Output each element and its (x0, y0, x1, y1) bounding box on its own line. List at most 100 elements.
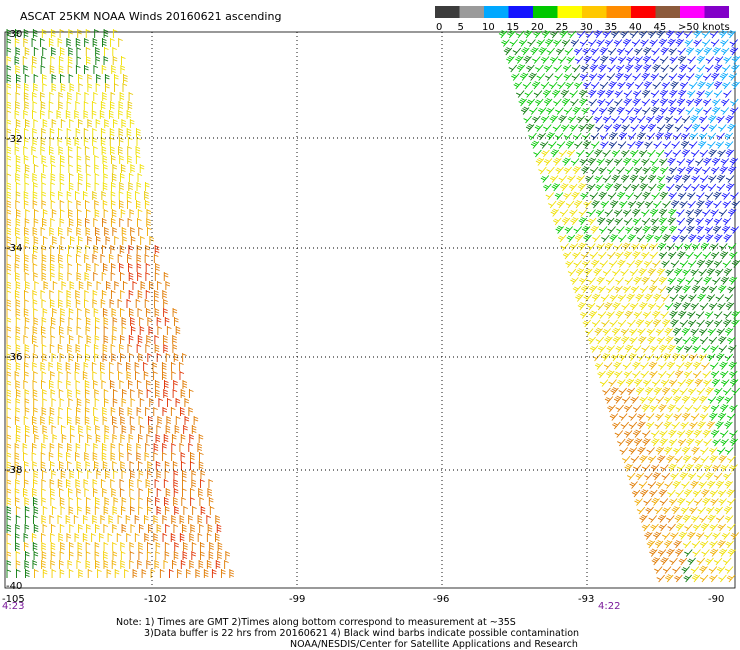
wind-barb (709, 540, 718, 549)
wind-barb (716, 395, 725, 404)
wind-barb (137, 218, 142, 227)
wind-barb (581, 225, 591, 234)
wind-barb (6, 407, 12, 416)
wind-barb (674, 268, 683, 277)
wind-barb (668, 166, 678, 175)
wind-barb (607, 251, 616, 260)
wind-barb (109, 380, 115, 389)
wind-barb (166, 326, 172, 335)
wind-barb (86, 56, 91, 65)
wind-barb (642, 55, 652, 64)
wind-barb (164, 542, 170, 551)
wind-barb (677, 226, 687, 234)
wind-barb (679, 319, 689, 328)
wind-barb (628, 421, 638, 430)
wind-barb (59, 200, 65, 209)
wind-barb (680, 421, 689, 430)
wind-barb (661, 387, 671, 396)
wind-barb (139, 398, 145, 407)
wind-barb (678, 557, 688, 566)
wind-barb (50, 56, 55, 65)
wind-barb (614, 90, 623, 98)
wind-barb (608, 56, 618, 64)
wind-barb (40, 461, 46, 470)
wind-barb (111, 155, 116, 164)
wind-barb (42, 470, 47, 479)
wind-barb (137, 173, 143, 182)
wind-barb (158, 398, 164, 407)
wind-barb (14, 137, 20, 146)
wind-barb (174, 542, 179, 551)
wind-barb (103, 326, 109, 335)
wind-barb (203, 569, 209, 578)
wind-barb (707, 132, 717, 141)
wind-barb (161, 362, 167, 371)
wind-barb (553, 98, 562, 107)
wind-barb (668, 47, 677, 56)
wind-barb (598, 166, 607, 175)
wind-barb (526, 98, 536, 107)
wind-barb (633, 192, 643, 200)
wind-barb (699, 565, 708, 574)
legend-tick-label: 15 (507, 22, 520, 33)
wind-barb (112, 56, 118, 65)
wind-barb (146, 218, 151, 227)
wind-barb (667, 38, 676, 47)
wind-barb (102, 92, 107, 101)
wind-barb (173, 470, 179, 479)
wind-barb (94, 335, 100, 344)
wind-barb (585, 149, 594, 158)
wind-barb (78, 83, 84, 92)
wind-barb (576, 149, 585, 158)
wind-barb (677, 379, 686, 387)
wind-barb (6, 371, 12, 380)
wind-barb (15, 128, 20, 137)
wind-barb (696, 319, 705, 328)
wind-barb (108, 254, 114, 263)
wind-barb (85, 560, 91, 569)
wind-barb (723, 506, 733, 515)
wind-barb (659, 225, 668, 234)
wind-barb (50, 272, 55, 281)
wind-barb (119, 407, 124, 416)
wind-barb (676, 362, 685, 370)
wind-barb (671, 421, 680, 430)
wind-barb (66, 533, 72, 542)
wind-barb (163, 389, 168, 398)
wind-barb (104, 47, 109, 56)
wind-barb (24, 47, 30, 56)
wind-barb (94, 155, 99, 164)
wind-barb (130, 497, 135, 506)
lat-label: -40 (6, 581, 22, 592)
wind-barb (686, 438, 695, 447)
wind-barb (645, 387, 654, 396)
wind-barb (685, 251, 694, 260)
wind-barb (121, 425, 127, 434)
wind-barb (127, 218, 133, 227)
wind-barb (110, 146, 115, 155)
wind-barb (78, 569, 83, 578)
wind-barb (727, 455, 736, 464)
wind-barb (641, 345, 650, 353)
wind-barb (83, 515, 88, 524)
wind-barb (59, 398, 65, 407)
wind-barb (85, 344, 90, 353)
wind-barb (703, 438, 712, 447)
wind-barb (136, 128, 141, 137)
wind-barb (41, 371, 47, 380)
wind-barb (690, 480, 699, 489)
wind-barb (120, 65, 126, 74)
wind-barb (725, 183, 735, 192)
wind-barb (181, 497, 186, 506)
wind-barb (637, 413, 646, 421)
wind-barb (23, 479, 29, 488)
wind-barb (675, 38, 685, 47)
wind-barb (611, 149, 621, 158)
wind-barb (32, 416, 37, 425)
wind-barb (685, 277, 695, 285)
wind-barb (50, 551, 56, 560)
wind-barb (607, 404, 616, 413)
wind-barb (684, 39, 694, 47)
wind-barb (722, 200, 732, 209)
